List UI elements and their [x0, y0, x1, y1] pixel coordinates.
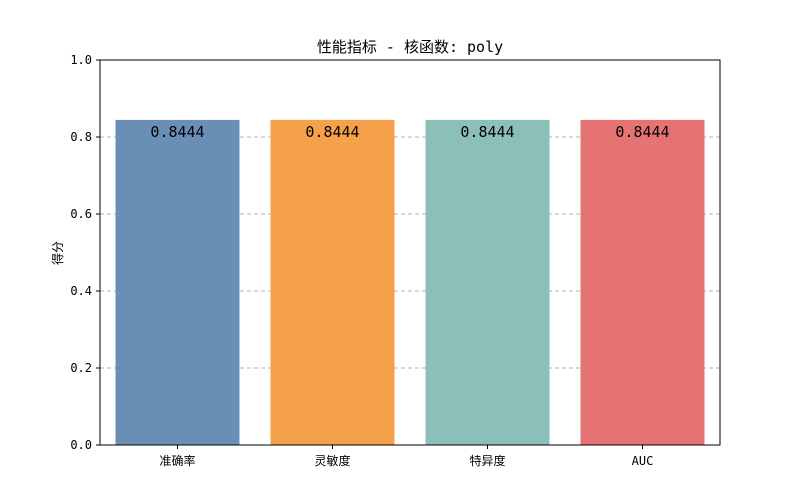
bar	[580, 119, 705, 445]
bar	[115, 119, 240, 445]
bar-value-label: 0.8444	[460, 123, 514, 141]
bars-group	[115, 119, 705, 445]
y-tick-label: 0.6	[70, 207, 92, 221]
x-axis: 准确率 灵敏度 特异度 AUC	[159, 445, 653, 468]
y-axis: 0.0 0.2 0.4 0.6 0.8 1.0	[70, 53, 100, 452]
x-tick-label: 特异度	[469, 453, 505, 468]
y-axis-label: 得分	[50, 241, 65, 265]
x-tick-label: AUC	[632, 454, 654, 468]
chart-title: 性能指标 - 核函数: poly	[317, 38, 503, 56]
bar-value-labels: 0.8444 0.8444 0.8444 0.8444	[150, 123, 669, 141]
grid-lines	[100, 136, 720, 369]
bar	[425, 119, 550, 445]
bar-value-label: 0.8444	[615, 123, 669, 141]
plot-frame	[99, 59, 721, 446]
y-tick-label: 0.8	[70, 130, 92, 144]
bar-value-label: 0.8444	[150, 123, 204, 141]
y-tick-label: 0.2	[70, 361, 92, 375]
bar	[270, 119, 395, 445]
y-tick-label: 0.4	[70, 284, 92, 298]
x-tick-label: 准确率	[159, 453, 195, 468]
y-tick-label: 0.0	[70, 438, 92, 452]
y-tick-label: 1.0	[70, 53, 92, 67]
bar-value-label: 0.8444	[305, 123, 359, 141]
x-tick-label: 灵敏度	[314, 453, 350, 468]
